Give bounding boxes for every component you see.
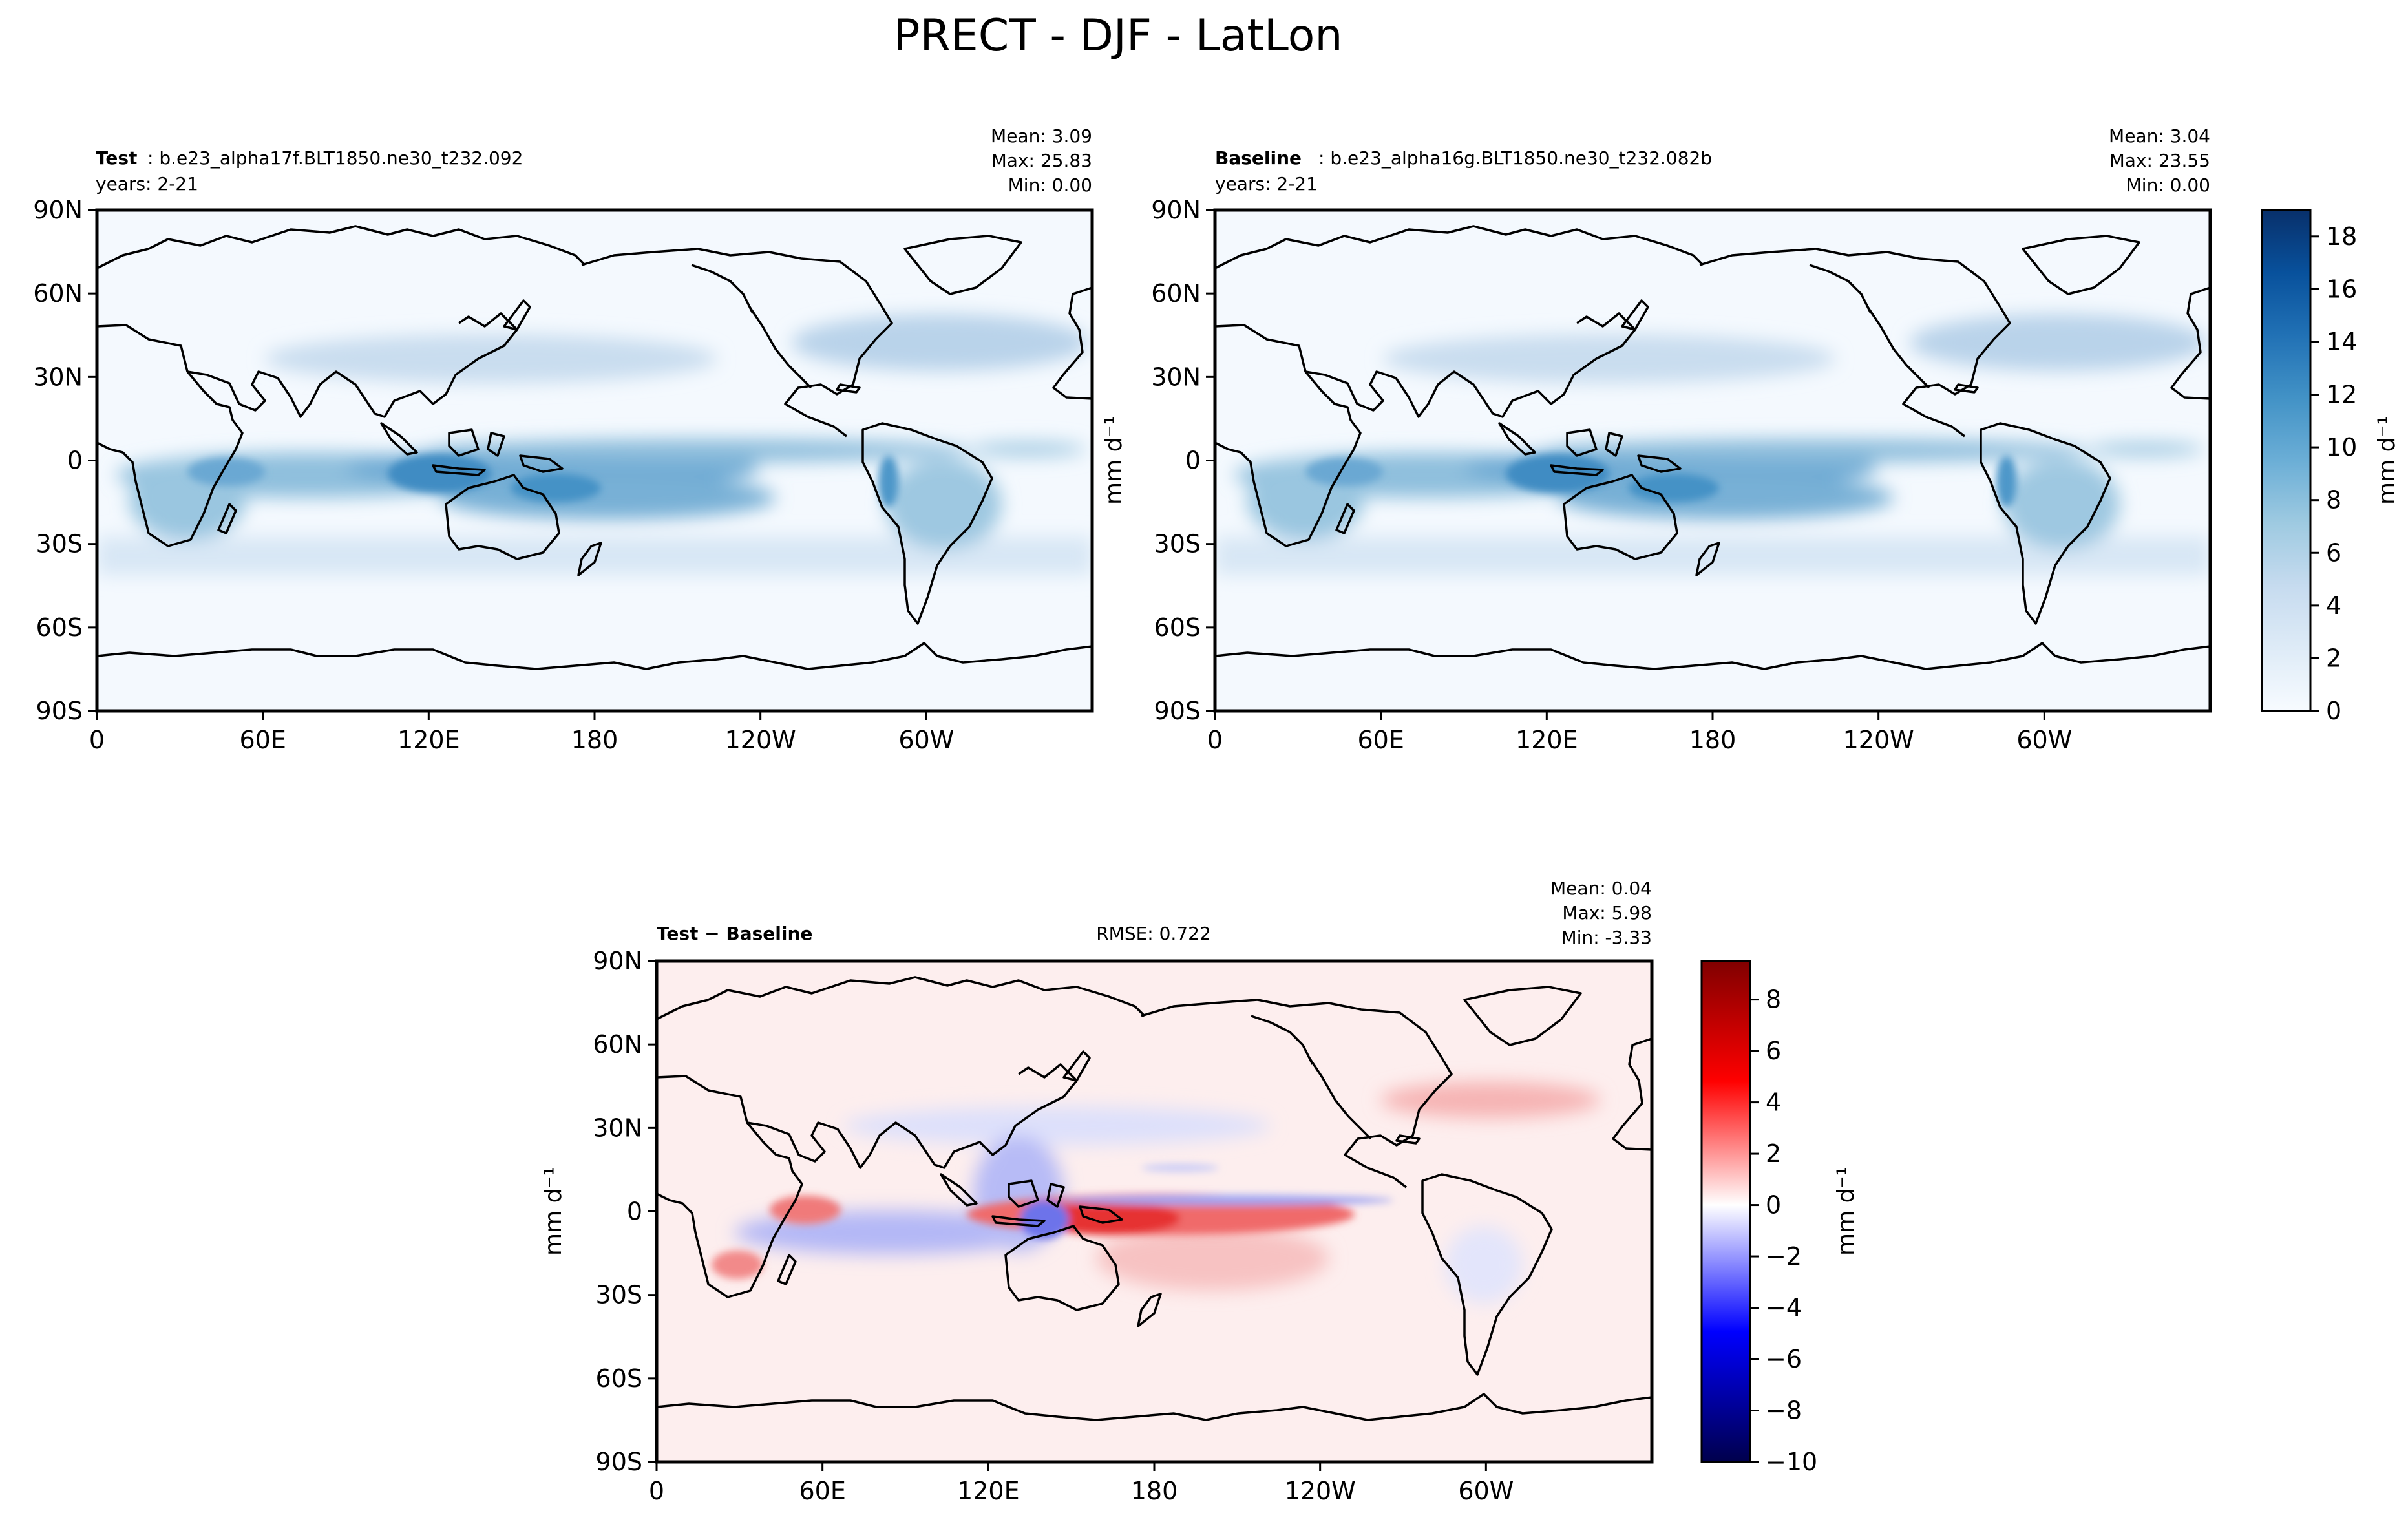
y-tick-label: 90N [593, 947, 642, 975]
baseline-min: Min: 0.00 [2126, 174, 2210, 196]
y-tick-label: 60S [596, 1364, 642, 1393]
test-axis-ticks: 0 60E 120E 180 120W 60W 90N 60N 30N 0 30S 60S 90S [33, 196, 954, 754]
y-tick-label: 0 [627, 1198, 642, 1226]
colorbar-tick-label: 16 [2326, 275, 2357, 303]
figure-title: PRECT - DJF - LatLon [894, 10, 1343, 61]
baseline-map [1215, 210, 2210, 711]
x-tick-label: 180 [571, 726, 618, 754]
colorbar-tick-label: −2 [1766, 1242, 1802, 1271]
test-label-case: : b.e23_alpha17f.BLT1850.ne30_t232.092 [147, 147, 523, 169]
x-tick-label: 60W [898, 726, 954, 754]
baseline-ylabel: mm d⁻¹ [1101, 416, 1127, 505]
panel-test: Test : b.e23_alpha17f.BLT1850.ne30_t232.… [33, 125, 1094, 754]
baseline-mean: Mean: 3.04 [2109, 125, 2210, 147]
y-tick-label: 60N [593, 1030, 642, 1059]
colorbar-tick-label: −10 [1766, 1448, 1817, 1476]
diff-ylabel: mm d⁻¹ [540, 1167, 567, 1256]
colorbar-tick-label: 10 [2326, 433, 2357, 461]
x-tick-label: 60E [1357, 726, 1404, 754]
colorbar-diff-ticks: −10 −8 −6 −4 −2 0 2 4 6 8 [1750, 986, 1817, 1476]
baseline-label-bold: Baseline [1215, 147, 1302, 169]
colorbar-tick-label: 0 [1766, 1191, 1781, 1220]
diff-rmse: RMSE: 0.722 [1096, 923, 1211, 944]
y-tick-label: 90N [33, 196, 83, 224]
x-tick-label: 120W [1843, 726, 1914, 754]
y-tick-label: 60S [36, 613, 83, 642]
test-max: Max: 25.83 [991, 150, 1092, 171]
colorbar-tick-label: 18 [2326, 222, 2357, 251]
x-tick-label: 60W [1458, 1477, 1514, 1505]
x-tick-label: 0 [89, 726, 105, 754]
baseline-label-case: : b.e23_alpha16g.BLT1850.ne30_t232.082b [1318, 147, 1712, 169]
colorbar-tick-label: 2 [1766, 1139, 1781, 1168]
colorbar-tick-label: 6 [1766, 1037, 1781, 1065]
y-tick-label: 90S [1154, 697, 1201, 725]
colorbar-tick-label: 14 [2326, 328, 2357, 356]
baseline-axis-ticks: 0 60E 120E 180 120W 60W 90N 60N 30N 0 30S 60S 90S [1151, 196, 2072, 754]
diff-axis-ticks: 0 60E 120E 180 120W 60W 90N 60N 30N 0 30S 60S 90S [593, 947, 1514, 1505]
y-tick-label: 0 [67, 447, 83, 475]
diff-mean: Mean: 0.04 [1550, 878, 1652, 899]
diff-max: Max: 5.98 [1562, 902, 1652, 924]
colorbar-tick-label: −4 [1766, 1294, 1802, 1322]
diff-map [657, 961, 1652, 1462]
x-tick-label: 120W [725, 726, 796, 754]
colorbar-tick-label: 12 [2326, 381, 2357, 409]
test-mean: Mean: 3.09 [991, 125, 1092, 147]
colorbar-tick-label: 0 [2326, 697, 2341, 725]
panel-baseline: Baseline : b.e23_alpha16g.BLT1850.ne30_t… [1101, 125, 2212, 754]
colorbar-tick-label: 2 [2326, 644, 2341, 672]
x-tick-label: 180 [1689, 726, 1737, 754]
colorbar-diff: −10 −8 −6 −4 −2 0 2 4 6 8 mm d⁻¹ [1700, 960, 1859, 1476]
y-tick-label: 0 [1185, 447, 1201, 475]
test-label-bold: Test [96, 147, 137, 169]
colorbar-precip-bar [2261, 209, 2312, 712]
y-tick-label: 30N [33, 363, 83, 391]
y-tick-label: 30S [1154, 530, 1201, 558]
x-tick-label: 120E [1516, 726, 1578, 754]
colorbar-tick-label: 6 [2326, 538, 2341, 567]
colorbar-tick-label: −8 [1766, 1397, 1802, 1425]
y-tick-label: 30N [1151, 363, 1201, 391]
x-tick-label: 120E [957, 1477, 1020, 1505]
x-tick-label: 60E [239, 726, 286, 754]
baseline-max: Max: 23.55 [2109, 150, 2210, 171]
y-tick-label: 90N [1151, 196, 1201, 224]
colorbar-tick-label: −6 [1766, 1345, 1802, 1373]
colorbar-tick-label: 4 [1766, 1088, 1781, 1117]
colorbar-precip: 0 2 4 6 8 10 12 14 16 18 mm d⁻¹ [2261, 209, 2400, 725]
y-tick-label: 60N [33, 279, 83, 308]
x-tick-label: 60E [799, 1477, 845, 1505]
x-tick-label: 60W [2016, 726, 2072, 754]
colorbar-diff-bar [1700, 960, 1751, 1463]
y-tick-label: 30S [596, 1281, 642, 1309]
diff-min: Min: -3.33 [1561, 927, 1652, 948]
y-tick-label: 60S [1154, 613, 1201, 642]
colorbar-tick-label: 8 [2326, 486, 2341, 514]
test-map [97, 210, 1092, 711]
x-tick-label: 120E [397, 726, 460, 754]
y-tick-label: 30N [593, 1114, 642, 1142]
test-min: Min: 0.00 [1008, 174, 1092, 196]
y-tick-label: 90S [596, 1448, 642, 1476]
x-tick-label: 0 [649, 1477, 664, 1505]
colorbar-precip-ticks: 0 2 4 6 8 10 12 14 16 18 [2310, 222, 2357, 725]
x-tick-label: 0 [1207, 726, 1223, 754]
colorbar-tick-label: 8 [1766, 986, 1781, 1014]
baseline-years: years: 2-21 [1215, 173, 1318, 195]
panel-diff: Test − Baseline RMSE: 0.722 Mean: 0.04 M… [540, 878, 1654, 1505]
y-tick-label: 60N [1151, 279, 1201, 308]
x-tick-label: 180 [1131, 1477, 1178, 1505]
x-tick-label: 120W [1285, 1477, 1356, 1505]
y-tick-label: 90S [36, 697, 83, 725]
diff-label-bold: Test − Baseline [657, 923, 812, 944]
test-years: years: 2-21 [96, 173, 198, 195]
colorbar-tick-label: 4 [2326, 591, 2341, 620]
colorbar-diff-label: mm d⁻¹ [1833, 1167, 1859, 1256]
y-tick-label: 30S [36, 530, 83, 558]
colorbar-precip-label: mm d⁻¹ [2374, 416, 2400, 505]
